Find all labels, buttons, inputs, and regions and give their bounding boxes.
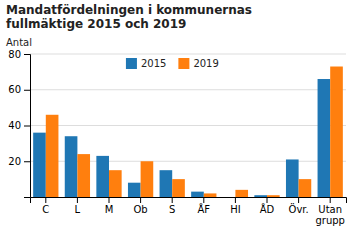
bar: [109, 170, 122, 197]
grid-line: [30, 125, 346, 126]
legend-swatch: [178, 58, 189, 69]
tick-label-line: ÅF: [198, 203, 211, 215]
tick-mark: [24, 126, 30, 127]
chart: Mandatfördelningen i kommunernasfullmäkt…: [0, 0, 354, 229]
axis-line: [24, 55, 31, 198]
grid: [30, 54, 346, 161]
tick-mark: [267, 197, 268, 203]
tick-mark: [77, 197, 78, 203]
bar: [96, 156, 109, 197]
tick-mark: [298, 197, 299, 203]
tick: 60: [8, 84, 30, 95]
axis-line: [31, 198, 347, 204]
tick-label-line: Ob: [133, 204, 147, 215]
bar: [286, 159, 299, 197]
tick-mark: [330, 197, 331, 203]
tick-mark: [45, 197, 46, 203]
plot: 20406080CLMObSÅFHIÅDÖvr.Utangrupp2015201…: [8, 49, 346, 226]
tick-label: 60: [8, 84, 21, 95]
tick-label: C: [42, 204, 49, 215]
tick: M: [105, 197, 114, 215]
tick-label-line: grupp: [315, 215, 345, 226]
tick: Övr.: [289, 197, 309, 215]
legend: 2015 2019: [126, 58, 219, 69]
bar: [223, 197, 236, 198]
legend-swatch: [126, 58, 137, 69]
tick-mark: [109, 197, 110, 203]
tick: L: [75, 197, 81, 215]
bar: [172, 179, 185, 197]
bar: [141, 161, 154, 197]
bar: [330, 67, 343, 197]
series: [33, 79, 330, 197]
tick-label: Övr.: [289, 203, 309, 215]
tick: 20: [8, 156, 30, 167]
bar: [267, 195, 280, 197]
tick-mark: [172, 197, 173, 203]
tick-mark: [24, 90, 30, 91]
tick-label-line: L: [75, 204, 81, 215]
tick-label-line: Övr.: [289, 203, 309, 215]
grid-line: [30, 89, 346, 90]
tick: HI: [230, 197, 240, 215]
tick-label: 80: [8, 49, 21, 60]
bar: [191, 192, 204, 197]
bar: [235, 190, 248, 197]
tick: 40: [8, 120, 30, 131]
tick-label: Utangrupp: [315, 204, 345, 226]
legend-item: 2019: [178, 58, 218, 69]
tick-mark: [235, 197, 236, 203]
legend-label: 2015: [141, 58, 166, 69]
tick-mark: [24, 161, 30, 162]
bar: [160, 170, 173, 197]
tick: ÅD: [260, 197, 275, 215]
tick-label: 40: [8, 120, 21, 131]
bar: [254, 195, 267, 197]
bar: [318, 79, 331, 197]
bar: [65, 136, 78, 197]
tick-label-line: ÅD: [260, 203, 275, 215]
tick-label: M: [105, 204, 114, 215]
tick-label-line: S: [169, 204, 175, 215]
tick-label-line: HI: [230, 204, 240, 215]
title-line: fullmäktige 2015 och 2019: [6, 17, 186, 31]
y-axis-label: Antal: [6, 37, 32, 48]
tick-mark: [203, 197, 204, 203]
bar: [77, 154, 90, 197]
tick-label-line: Utan: [318, 204, 342, 215]
tick-label-line: C: [42, 204, 49, 215]
tick-label-line: M: [105, 204, 114, 215]
tick-label: Ob: [133, 204, 147, 215]
tick-label: ÅF: [198, 203, 211, 215]
tick-label: S: [169, 204, 175, 215]
grid-line: [30, 54, 346, 55]
bar: [204, 193, 217, 197]
tick-label: 20: [8, 156, 21, 167]
bars: [33, 67, 343, 197]
bar: [299, 179, 312, 197]
tick-label: L: [75, 204, 81, 215]
title-line: Mandatfördelningen i kommunernas: [6, 3, 252, 17]
y-axis: 20 40 60 80: [8, 49, 30, 198]
tick-mark: [140, 197, 141, 203]
tick: 80: [8, 49, 30, 60]
tick: Ob: [133, 197, 147, 215]
tick-label: ÅD: [260, 203, 275, 215]
legend-item: 2015: [126, 58, 166, 69]
x-axis: C L M Ob S ÅF HI ÅD Övr. Utangrupp: [31, 197, 347, 226]
series: [46, 67, 343, 197]
tick: S: [169, 197, 175, 215]
bar: [33, 133, 46, 197]
legend-label: 2019: [193, 58, 218, 69]
bar: [128, 183, 141, 197]
tick: Utangrupp: [315, 197, 345, 226]
title: Mandatfördelningen i kommunernasfullmäkt…: [6, 3, 252, 31]
tick-mark: [24, 54, 30, 55]
tick: C: [42, 197, 49, 215]
bar: [46, 115, 59, 197]
tick-label: HI: [230, 204, 240, 215]
tick: ÅF: [198, 197, 211, 215]
